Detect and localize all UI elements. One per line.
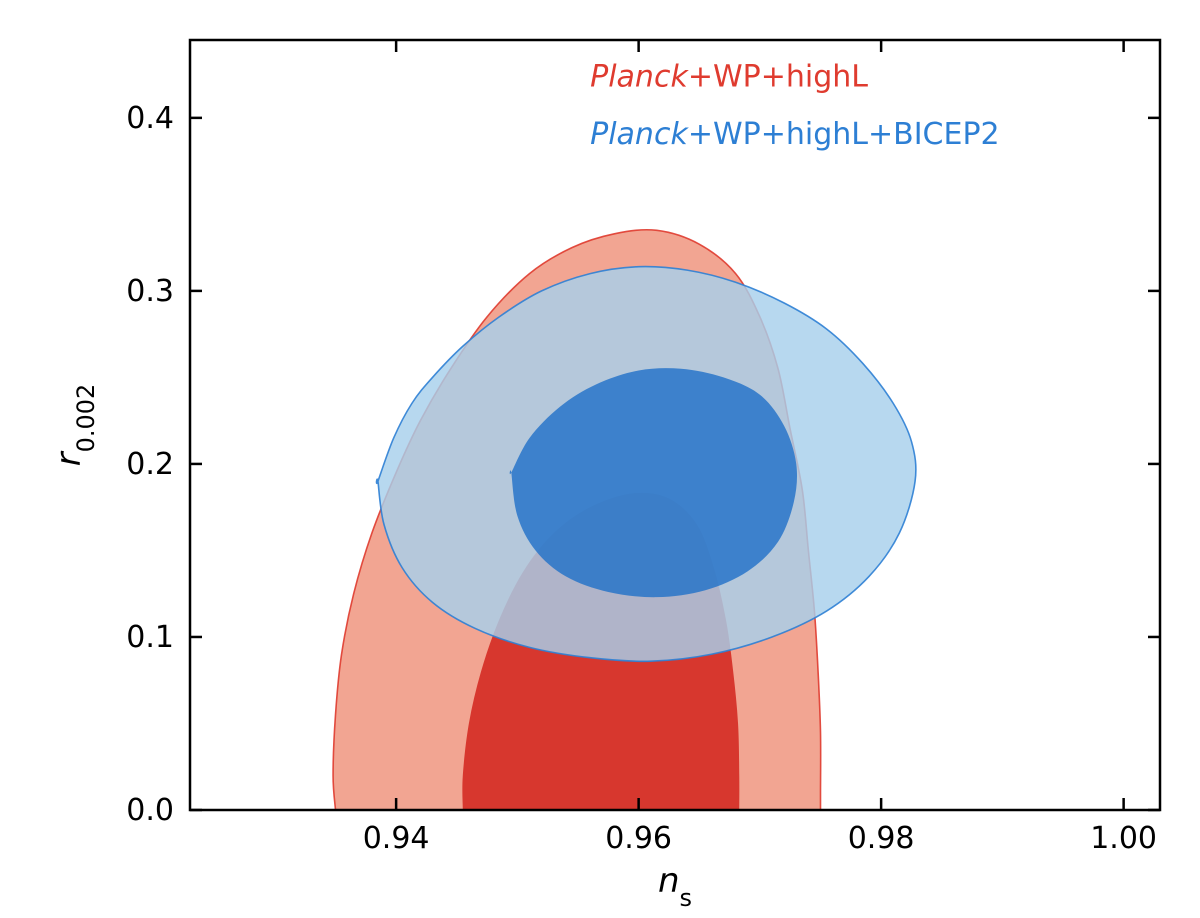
y-tick-label: 0.0 bbox=[126, 793, 174, 828]
x-tick-label: 0.94 bbox=[363, 821, 430, 856]
legend-entry: Planck+WP+highL+BICEP2 bbox=[590, 117, 1000, 152]
y-tick-label: 0.1 bbox=[126, 620, 174, 655]
chart-svg: 0.940.960.981.000.00.10.20.30.4nsr0.002P… bbox=[0, 0, 1200, 918]
legend-entry: Planck+WP+highL bbox=[590, 60, 868, 95]
contour-chart: 0.940.960.981.000.00.10.20.30.4nsr0.002P… bbox=[0, 0, 1200, 918]
x-tick-label: 0.98 bbox=[848, 821, 915, 856]
x-tick-label: 0.96 bbox=[605, 821, 672, 856]
y-tick-label: 0.3 bbox=[126, 274, 174, 309]
x-tick-label: 1.00 bbox=[1090, 821, 1157, 856]
y-tick-label: 0.4 bbox=[126, 101, 174, 136]
y-tick-label: 0.2 bbox=[126, 447, 174, 482]
